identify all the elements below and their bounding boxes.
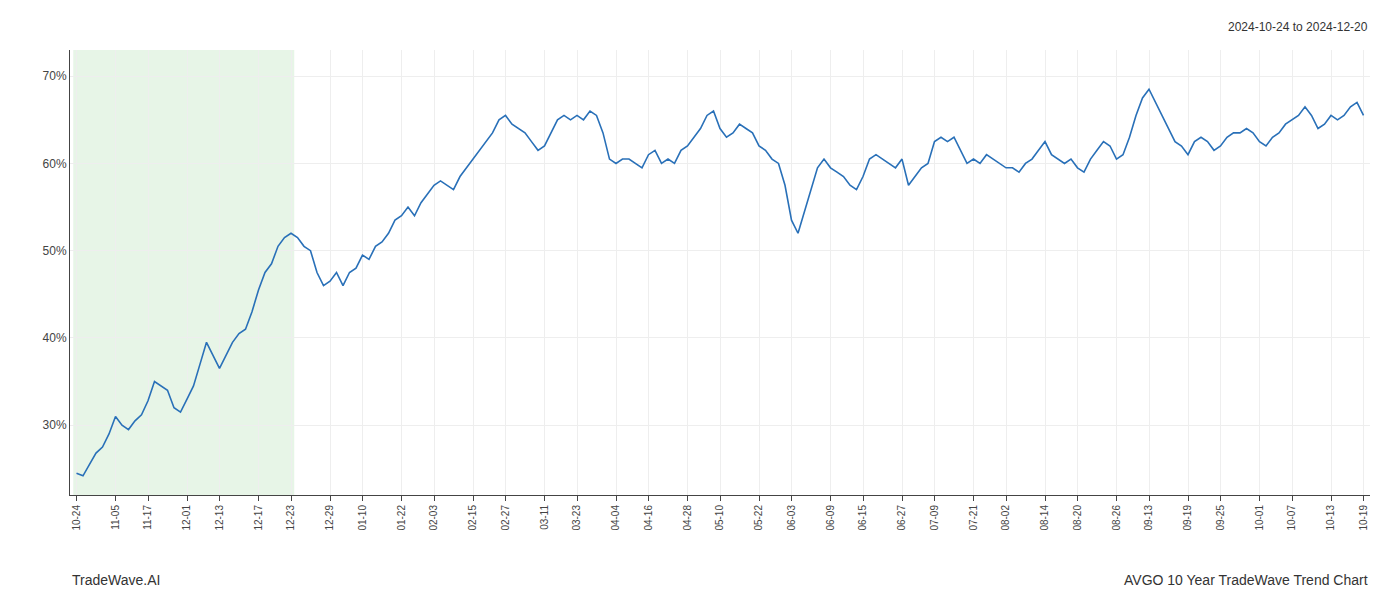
svg-text:06-09: 06-09 [825,505,836,531]
svg-text:10-01: 10-01 [1254,505,1265,531]
svg-text:11-17: 11-17 [142,505,153,530]
svg-text:09-13: 09-13 [1143,505,1154,531]
svg-text:02-03: 02-03 [428,505,439,531]
svg-text:AVGO 10 Year TradeWave Trend C: AVGO 10 Year TradeWave Trend Chart [1124,572,1368,588]
svg-text:11-05: 11-05 [110,505,121,530]
svg-text:12-17: 12-17 [253,505,264,531]
svg-text:10-19: 10-19 [1358,505,1369,531]
svg-text:09-25: 09-25 [1215,505,1226,531]
svg-text:04-28: 04-28 [682,505,693,531]
svg-text:08-02: 08-02 [1000,505,1011,531]
svg-text:02-15: 02-15 [467,505,478,531]
svg-text:70%: 70% [43,69,67,83]
svg-text:03-23: 03-23 [571,505,582,531]
svg-text:01-22: 01-22 [396,505,407,531]
svg-text:12-13: 12-13 [214,505,225,531]
svg-text:60%: 60% [43,157,67,171]
svg-text:06-03: 06-03 [786,505,797,531]
svg-text:09-19: 09-19 [1182,505,1193,531]
svg-text:10-07: 10-07 [1286,505,1297,531]
svg-text:04-16: 04-16 [643,505,654,531]
svg-text:06-27: 06-27 [896,505,907,531]
svg-text:01-10: 01-10 [357,505,368,531]
svg-text:12-29: 12-29 [324,505,335,531]
svg-text:06-15: 06-15 [857,505,868,531]
svg-text:TradeWave.AI: TradeWave.AI [72,572,160,588]
svg-text:50%: 50% [43,244,67,258]
svg-text:08-14: 08-14 [1039,505,1050,531]
svg-text:07-21: 07-21 [968,505,979,531]
svg-text:12-01: 12-01 [181,505,192,531]
svg-text:08-26: 08-26 [1111,505,1122,531]
svg-text:02-27: 02-27 [500,505,511,531]
svg-text:05-10: 05-10 [714,505,725,531]
svg-text:05-22: 05-22 [753,505,764,531]
svg-text:12-23: 12-23 [285,505,296,531]
svg-text:2024-10-24 to 2024-12-20: 2024-10-24 to 2024-12-20 [1228,20,1368,34]
svg-text:10-13: 10-13 [1325,505,1336,531]
svg-text:10-24: 10-24 [71,505,82,531]
svg-text:07-09: 07-09 [929,505,940,531]
svg-text:04-04: 04-04 [610,505,621,531]
svg-text:03-11: 03-11 [539,505,550,530]
svg-text:40%: 40% [43,331,67,345]
svg-text:30%: 30% [43,418,67,432]
svg-text:08-20: 08-20 [1072,505,1083,531]
